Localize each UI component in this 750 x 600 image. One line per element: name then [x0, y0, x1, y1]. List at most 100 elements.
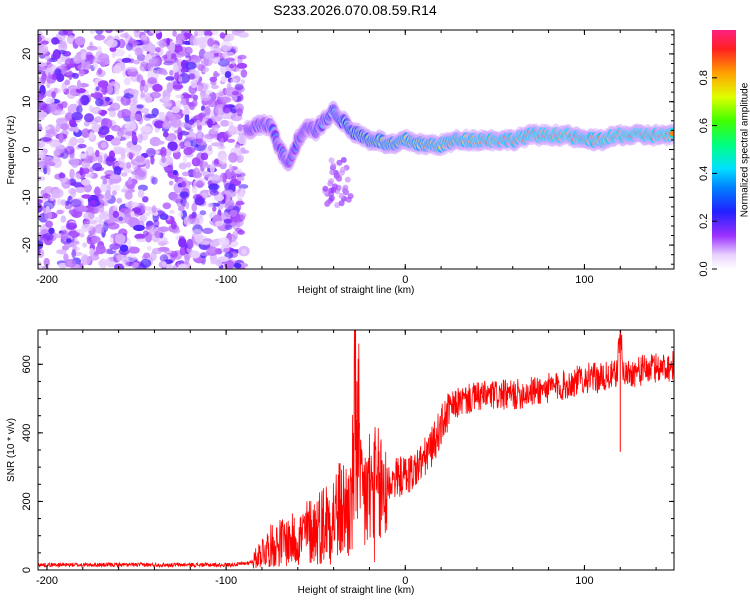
noise-blob — [110, 138, 121, 146]
noise-blob — [81, 128, 90, 139]
noise-blob — [91, 236, 101, 244]
noise-blob — [177, 122, 189, 128]
noise-blob — [218, 153, 227, 165]
noise-blob — [162, 202, 172, 210]
noise-blob — [38, 123, 42, 128]
noise-blob — [147, 43, 157, 54]
noise-blob — [94, 224, 105, 234]
noise-blob — [113, 148, 125, 155]
noise-blob — [95, 86, 100, 91]
noise-blob — [38, 30, 43, 37]
y-tick-label: 10 — [21, 96, 33, 108]
noise-blob — [202, 160, 209, 169]
noise-blob — [160, 146, 167, 158]
noise-blob — [121, 57, 132, 63]
x-tick-label: -100 — [215, 575, 237, 587]
noise-blob — [169, 69, 174, 76]
noise-blob — [142, 216, 148, 221]
noise-blob — [235, 168, 243, 175]
noise-blob — [155, 140, 165, 145]
y-tick-label: 400 — [21, 424, 33, 442]
noise-blob — [135, 170, 145, 176]
noise-blob — [76, 79, 82, 90]
noise-blob — [149, 30, 162, 34]
noise-blob — [109, 46, 117, 52]
noise-blob — [45, 128, 57, 138]
noise-blob — [38, 35, 43, 42]
noise-blob — [175, 100, 182, 110]
noise-blob — [136, 104, 144, 109]
noise-blob — [38, 260, 43, 269]
noise-blob — [122, 68, 127, 78]
noise-blob — [120, 172, 128, 177]
noise-blob — [162, 121, 172, 130]
noise-blob — [343, 189, 350, 196]
noise-blob — [178, 205, 185, 212]
noise-blob — [79, 233, 85, 238]
noise-blob — [202, 227, 214, 234]
noise-blob — [237, 176, 245, 182]
noise-blob — [179, 246, 187, 256]
noise-blob — [198, 240, 210, 245]
noise-blob — [157, 226, 170, 232]
noise-blob — [185, 61, 197, 70]
noise-blob — [165, 156, 174, 166]
noise-blob — [64, 79, 71, 86]
noise-blob — [140, 258, 152, 268]
noise-blob — [328, 157, 335, 164]
noise-blob — [195, 119, 201, 127]
noise-blob — [60, 229, 69, 241]
noise-blob — [122, 128, 133, 139]
noise-blob — [40, 75, 46, 84]
noise-blob — [166, 82, 173, 93]
noise-blob — [240, 79, 245, 85]
noise-blob — [183, 147, 193, 156]
noise-blob — [140, 91, 146, 98]
noise-blob — [64, 204, 72, 210]
noise-blob — [52, 49, 61, 60]
noise-blob — [322, 185, 329, 192]
noise-blob — [181, 98, 187, 107]
noise-blob — [73, 173, 81, 180]
noise-blob — [124, 191, 133, 200]
noise-blob — [116, 130, 125, 137]
noise-blob — [240, 69, 248, 78]
noise-blob — [182, 154, 187, 164]
colorbar-ticks: 0.0 0.2 0.4 0.6 0.8 — [698, 70, 717, 277]
noise-blob — [224, 259, 235, 269]
noise-blob — [38, 248, 41, 255]
noise-blob — [231, 90, 240, 96]
noise-blob — [98, 212, 110, 221]
noise-blob — [185, 201, 190, 210]
noise-blob — [345, 196, 352, 203]
noise-blob — [219, 32, 226, 39]
noise-blob — [79, 153, 87, 159]
noise-blob — [68, 209, 74, 215]
noise-blob — [327, 180, 334, 187]
noise-blob — [56, 249, 67, 255]
noise-blob — [116, 197, 123, 204]
noise-blob — [238, 32, 250, 38]
noise-blob — [158, 39, 166, 49]
noise-blob — [215, 92, 220, 98]
noise-blob — [97, 154, 103, 164]
noise-blob — [232, 94, 238, 102]
noise-blob — [109, 174, 121, 180]
noise-blob — [125, 254, 137, 263]
noise-blob — [171, 193, 182, 203]
noise-blob — [162, 102, 172, 107]
y-tick-label: 0 — [21, 567, 33, 573]
noise-blob — [207, 144, 213, 152]
noise-blob — [188, 213, 195, 220]
noise-blob — [38, 199, 43, 204]
noise-blob — [204, 106, 211, 116]
noise-blob — [163, 96, 170, 103]
noise-blob — [112, 210, 120, 218]
noise-blob — [44, 209, 53, 221]
noise-blob — [56, 209, 64, 215]
noise-blob — [172, 63, 179, 73]
noise-blob — [115, 30, 125, 33]
noise-blob — [106, 84, 114, 95]
noise-blob — [68, 187, 77, 195]
noise-blob — [80, 52, 88, 61]
